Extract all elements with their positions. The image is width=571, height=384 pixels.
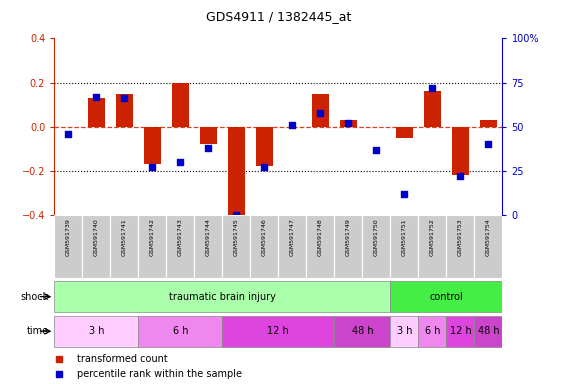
Point	[260, 164, 269, 170]
Bar	[82, 215, 110, 278]
Bar	[256, 127, 273, 167]
Text: GSM591748: GSM591748	[318, 218, 323, 256]
Text: 3 h: 3 h	[397, 326, 412, 336]
Bar	[54, 281, 391, 312]
Bar	[172, 83, 188, 127]
Point	[372, 147, 381, 153]
Point	[456, 173, 465, 179]
Text: 12 h: 12 h	[449, 326, 471, 336]
Text: GSM591747: GSM591747	[290, 218, 295, 256]
Text: GSM591742: GSM591742	[150, 218, 155, 256]
Text: GSM591750: GSM591750	[374, 218, 379, 256]
Bar	[54, 215, 82, 278]
Bar	[391, 215, 419, 278]
Bar	[363, 215, 391, 278]
Bar	[480, 120, 497, 127]
Point	[120, 95, 129, 101]
Bar	[396, 127, 413, 138]
Bar	[138, 215, 166, 278]
Text: 6 h: 6 h	[172, 326, 188, 336]
Bar	[447, 215, 475, 278]
Text: GSM591740: GSM591740	[94, 218, 99, 256]
Bar	[419, 215, 447, 278]
Bar	[110, 215, 138, 278]
Bar	[475, 316, 502, 347]
Bar	[307, 215, 335, 278]
Bar	[279, 215, 307, 278]
Text: GDS4911 / 1382445_at: GDS4911 / 1382445_at	[206, 10, 351, 23]
Bar	[54, 316, 138, 347]
Text: GSM591741: GSM591741	[122, 218, 127, 256]
Bar	[452, 127, 469, 175]
Bar	[391, 316, 419, 347]
Text: 48 h: 48 h	[352, 326, 373, 336]
Point	[316, 109, 325, 116]
Text: GSM591753: GSM591753	[458, 218, 463, 256]
Bar	[250, 215, 279, 278]
Bar	[166, 215, 194, 278]
Text: GSM591751: GSM591751	[402, 218, 407, 256]
Text: traumatic brain injury: traumatic brain injury	[169, 291, 276, 302]
Text: GSM591744: GSM591744	[206, 218, 211, 256]
Point	[400, 191, 409, 197]
Point	[204, 145, 213, 151]
Point	[176, 159, 185, 165]
Point	[428, 85, 437, 91]
Text: GSM591745: GSM591745	[234, 218, 239, 256]
Point	[148, 164, 157, 170]
Bar	[475, 215, 502, 278]
Bar	[419, 316, 447, 347]
Bar	[391, 281, 502, 312]
Bar	[144, 127, 160, 164]
Bar	[447, 316, 475, 347]
Bar	[222, 215, 250, 278]
Text: 6 h: 6 h	[425, 326, 440, 336]
Bar	[335, 316, 391, 347]
Text: time: time	[26, 326, 49, 336]
Bar	[222, 316, 335, 347]
Text: GSM591743: GSM591743	[178, 218, 183, 256]
Bar	[138, 316, 222, 347]
Bar	[116, 94, 132, 127]
Bar	[340, 120, 357, 127]
Bar	[88, 98, 104, 127]
Text: 3 h: 3 h	[89, 326, 104, 336]
Bar	[312, 94, 329, 127]
Text: transformed count: transformed count	[77, 354, 167, 364]
Point	[92, 94, 101, 100]
Bar	[228, 127, 245, 222]
Bar	[335, 215, 363, 278]
Text: percentile rank within the sample: percentile rank within the sample	[77, 369, 242, 379]
Bar	[200, 127, 217, 144]
Text: control: control	[429, 291, 463, 302]
Text: GSM591749: GSM591749	[346, 218, 351, 256]
Point	[484, 141, 493, 147]
Bar	[424, 91, 441, 127]
Text: GSM591754: GSM591754	[486, 218, 491, 256]
Point	[288, 122, 297, 128]
Text: shock: shock	[21, 291, 49, 302]
Point	[232, 212, 241, 218]
Text: GSM591752: GSM591752	[430, 218, 435, 256]
Bar	[194, 215, 222, 278]
Point	[344, 120, 353, 126]
Text: GSM591746: GSM591746	[262, 218, 267, 256]
Text: 12 h: 12 h	[267, 326, 289, 336]
Text: GSM591739: GSM591739	[66, 218, 71, 256]
Text: 48 h: 48 h	[478, 326, 499, 336]
Point	[64, 131, 73, 137]
